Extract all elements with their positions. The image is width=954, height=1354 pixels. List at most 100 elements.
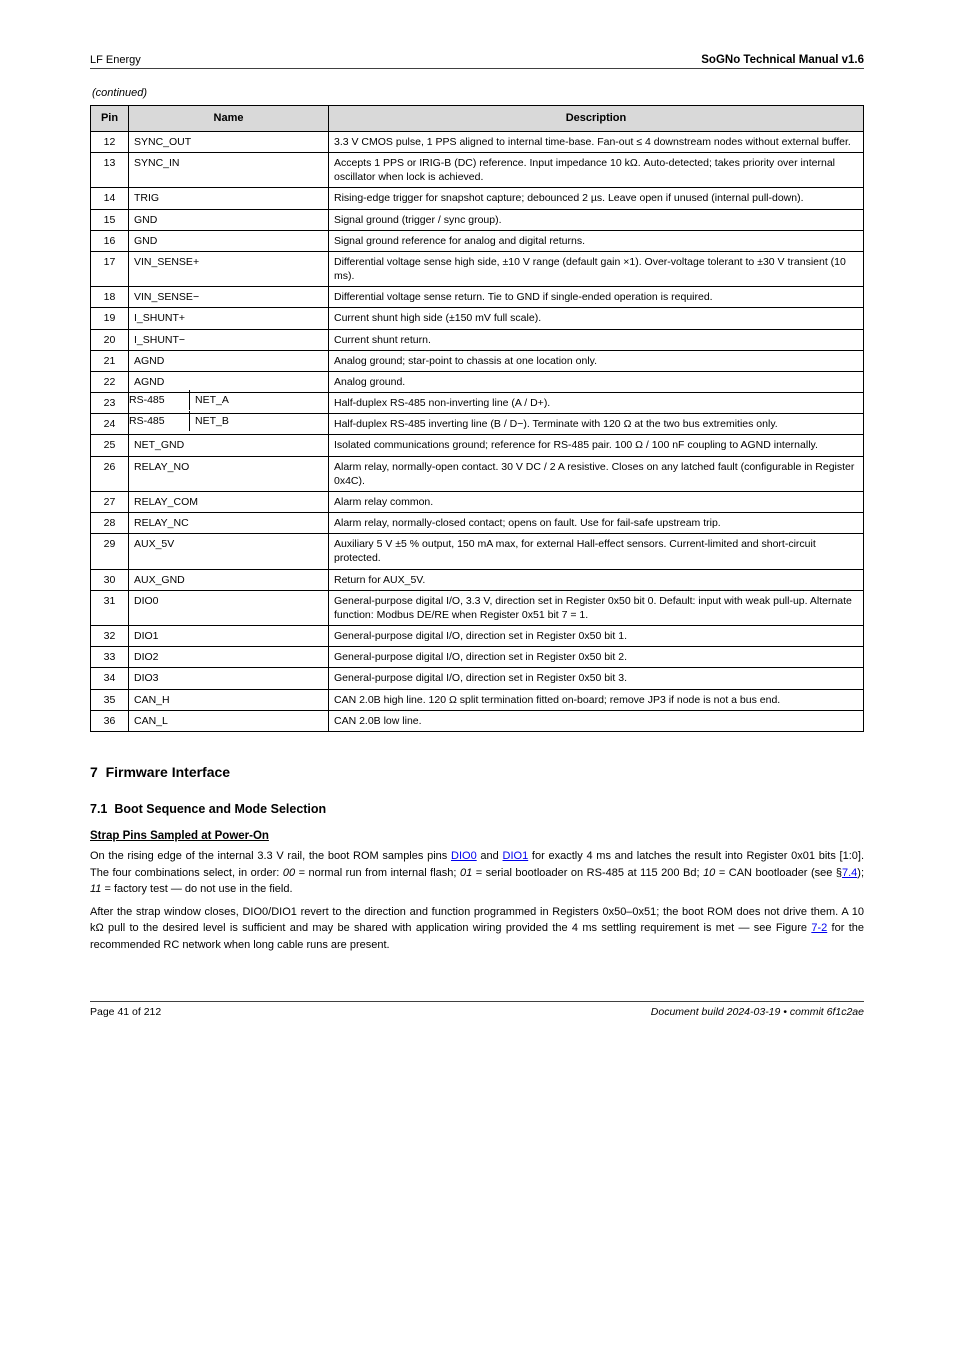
cell-pin: 24 (91, 414, 129, 435)
cell-pin: 17 (91, 251, 129, 286)
col-desc: Description (329, 106, 864, 132)
cell-pin: 33 (91, 647, 129, 668)
cell-desc: Current shunt high side (±150 mV full sc… (329, 308, 864, 329)
table-continued-label: (continued) (92, 87, 864, 99)
cell-desc: Analog ground; star-point to chassis at … (329, 350, 864, 371)
cell-desc: Isolated communications ground; referenc… (329, 435, 864, 456)
cell-desc: CAN 2.0B high line. 120 Ω split terminat… (329, 689, 864, 710)
cell-pin: 22 (91, 371, 129, 392)
table-row: 32DIO1General-purpose digital I/O, direc… (91, 626, 864, 647)
header-right: SoGNo Technical Manual v1.6 (701, 54, 864, 66)
cell-pin: 12 (91, 131, 129, 152)
cell-name: DIO3 (129, 668, 329, 689)
table-row: 18VIN_SENSE−Differential voltage sense r… (91, 287, 864, 308)
cell-pin: 35 (91, 689, 129, 710)
table-row: 25NET_GNDIsolated communications ground;… (91, 435, 864, 456)
cell-desc: Rising-edge trigger for snapshot capture… (329, 188, 864, 209)
cell-name: SYNC_OUT (129, 131, 329, 152)
xref-sec-7-4[interactable]: 7.4 (842, 867, 857, 879)
cell-desc: General-purpose digital I/O, direction s… (329, 626, 864, 647)
table-row: 21AGNDAnalog ground; star-point to chass… (91, 350, 864, 371)
table-row: 13SYNC_INAccepts 1 PPS or IRIG-B (DC) re… (91, 153, 864, 188)
table-row: 35CAN_HCAN 2.0B high line. 120 Ω split t… (91, 689, 864, 710)
cell-desc: Differential voltage sense return. Tie t… (329, 287, 864, 308)
table-row: 12SYNC_OUT3.3 V CMOS pulse, 1 PPS aligne… (91, 131, 864, 152)
table-row: 19I_SHUNT+Current shunt high side (±150 … (91, 308, 864, 329)
xref-dio0[interactable]: DIO0 (451, 850, 477, 862)
section-7-1-number: 7.1 (90, 802, 107, 816)
cell-desc: Return for AUX_5V. (329, 569, 864, 590)
table-row: 36CAN_LCAN 2.0B low line. (91, 710, 864, 731)
cell-pin: 25 (91, 435, 129, 456)
section-number: 7 (90, 764, 98, 780)
cell-pin: 31 (91, 590, 129, 625)
cell-pin: 36 (91, 710, 129, 731)
cell-name: TRIG (129, 188, 329, 209)
cell-name: VIN_SENSE− (129, 287, 329, 308)
cell-pin: 27 (91, 491, 129, 512)
cell-pin: 15 (91, 209, 129, 230)
cell-name: RELAY_COM (129, 491, 329, 512)
table-row: 26RELAY_NOAlarm relay, normally-open con… (91, 456, 864, 491)
footer-page: Page 41 of 212 (90, 1006, 161, 1018)
cell-desc: Alarm relay common. (329, 491, 864, 512)
cell-desc: Half-duplex RS-485 non-inverting line (A… (329, 393, 864, 414)
cell-name: DIO0 (129, 590, 329, 625)
cell-pin: 30 (91, 569, 129, 590)
section-7-1-heading: 7.1 Boot Sequence and Mode Selection (90, 802, 864, 816)
cell-desc: Half-duplex RS-485 inverting line (B / D… (329, 414, 864, 435)
cell-name: CAN_L (129, 710, 329, 731)
table-row: 16GNDSignal ground reference for analog … (91, 230, 864, 251)
col-name: Name (129, 106, 329, 132)
table-row: 27RELAY_COMAlarm relay common. (91, 491, 864, 512)
cell-desc: Signal ground reference for analog and d… (329, 230, 864, 251)
table-row: 24RS-485NET_BHalf-duplex RS-485 invertin… (91, 414, 864, 435)
table-row: 31DIO0General-purpose digital I/O, 3.3 V… (91, 590, 864, 625)
cell-pin: 16 (91, 230, 129, 251)
cell-desc: Differential voltage sense high side, ±1… (329, 251, 864, 286)
section-7-1-title: Boot Sequence and Mode Selection (114, 802, 326, 816)
cell-desc: 3.3 V CMOS pulse, 1 PPS aligned to inter… (329, 131, 864, 152)
col-pin: Pin (91, 106, 129, 132)
table-row: 28RELAY_NCAlarm relay, normally-closed c… (91, 513, 864, 534)
cell-name: I_SHUNT+ (129, 308, 329, 329)
cell-pin: 20 (91, 329, 129, 350)
cell-desc: General-purpose digital I/O, 3.3 V, dire… (329, 590, 864, 625)
cell-name: AUX_5V (129, 534, 329, 569)
cell-name: RELAY_NC (129, 513, 329, 534)
cell-desc: Accepts 1 PPS or IRIG-B (DC) reference. … (329, 153, 864, 188)
cell-name: RS-485NET_B (129, 414, 329, 435)
cell-desc: Analog ground. (329, 371, 864, 392)
section-7-1-1-heading: Strap Pins Sampled at Power-On (90, 830, 864, 842)
cell-desc: Alarm relay, normally-open contact. 30 V… (329, 456, 864, 491)
cell-pin: 14 (91, 188, 129, 209)
cell-pin: 34 (91, 668, 129, 689)
cell-name: CAN_H (129, 689, 329, 710)
para-strap-2: After the strap window closes, DIO0/DIO1… (90, 904, 864, 954)
xref-dio1[interactable]: DIO1 (503, 850, 529, 862)
cell-pin: 26 (91, 456, 129, 491)
footer-build: Document build 2024-03-19 • commit 6f1c2… (651, 1006, 864, 1018)
cell-name: SYNC_IN (129, 153, 329, 188)
xref-fig-7-2[interactable]: 7-2 (811, 922, 827, 934)
page-footer: Page 41 of 212 Document build 2024-03-19… (90, 1001, 864, 1018)
table-row: 29AUX_5VAuxiliary 5 V ±5 % output, 150 m… (91, 534, 864, 569)
cell-name: I_SHUNT− (129, 329, 329, 350)
table-row: 17VIN_SENSE+Differential voltage sense h… (91, 251, 864, 286)
cell-name: GND (129, 230, 329, 251)
cell-desc: General-purpose digital I/O, direction s… (329, 647, 864, 668)
table-row: 34DIO3General-purpose digital I/O, direc… (91, 668, 864, 689)
cell-desc: Alarm relay, normally-closed contact; op… (329, 513, 864, 534)
cell-name: AGND (129, 350, 329, 371)
cell-name: GND (129, 209, 329, 230)
cell-pin: 21 (91, 350, 129, 371)
cell-name: RELAY_NO (129, 456, 329, 491)
para-strap-1: On the rising edge of the internal 3.3 V… (90, 848, 864, 898)
cell-name: DIO2 (129, 647, 329, 668)
cell-desc: Current shunt return. (329, 329, 864, 350)
section-title: Firmware Interface (106, 764, 231, 780)
cell-pin: 19 (91, 308, 129, 329)
header-left: LF Energy (90, 54, 141, 66)
section-7-heading: 7 Firmware Interface (90, 764, 864, 780)
table-row: 15GNDSignal ground (trigger / sync group… (91, 209, 864, 230)
